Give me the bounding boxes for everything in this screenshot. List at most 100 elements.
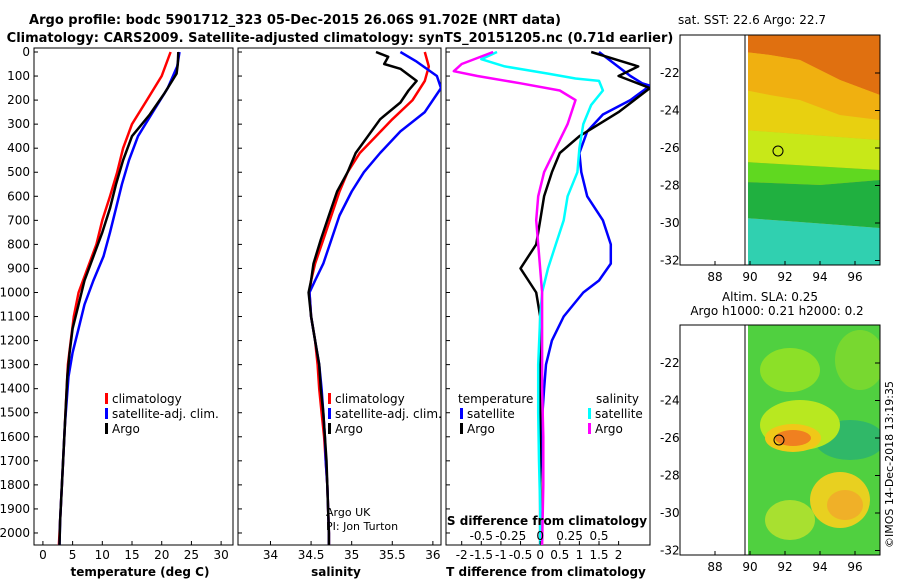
- annotation-argo-uk: Argo UK: [326, 506, 371, 519]
- depth-tick-label: 1000: [0, 285, 30, 299]
- sst-yellow-region: [748, 90, 880, 140]
- legend-label-s-satellite: satellite: [595, 407, 643, 421]
- legend-swatch-argo: [105, 423, 108, 434]
- temperature-legend: climatology satellite-adj. clim. Argo: [105, 392, 219, 436]
- salinity-legend: climatology satellite-adj. clim. Argo: [328, 392, 442, 436]
- map-lon-label: 94: [812, 270, 827, 284]
- legend-label-t-satellite: satellite: [467, 407, 515, 421]
- depth-tick-label: 100: [7, 69, 30, 83]
- x-tick-label: 25: [184, 548, 199, 562]
- depth-tick-label: 1100: [0, 310, 30, 324]
- depth-tick-label: 400: [7, 141, 30, 155]
- s-diff-tick-label: 0: [536, 529, 544, 543]
- depth-tick-label: 500: [7, 165, 30, 179]
- x-tick-label: 5: [69, 548, 77, 562]
- s-diff-tick-label: -0.5: [470, 529, 493, 543]
- depth-tick-label: 1800: [0, 478, 30, 492]
- map-lat-label: -30: [660, 506, 680, 520]
- x-tick-label: 0: [536, 548, 544, 562]
- legend-swatch-t-satellite: [460, 408, 463, 419]
- x-tick-label: 36: [425, 548, 440, 562]
- map-lat-label: -26: [660, 141, 680, 155]
- s-difference-axis: -0.5 -0.25 0 0.25 0.5: [470, 529, 609, 543]
- s-difference-axis-label: S difference from climatology: [447, 514, 647, 528]
- map-lon-label: 92: [777, 270, 792, 284]
- x-tick-label: -0.5: [509, 548, 532, 562]
- sst-lime-region: [748, 130, 880, 170]
- temperature-x-axis: 0 5 10 15 20 25 30: [39, 541, 229, 562]
- x-tick-label: 10: [95, 548, 110, 562]
- sla-light-patch: [765, 500, 815, 540]
- map-lat-label: -32: [660, 544, 680, 558]
- series-line-argo: [58, 51, 180, 545]
- x-tick-label: 0: [39, 548, 47, 562]
- map-lon-label: 88: [707, 270, 722, 284]
- depth-tick-label: 200: [7, 93, 30, 107]
- legend-title-salinity: salinity: [596, 392, 639, 406]
- depth-tick-label: 1700: [0, 454, 30, 468]
- sla-map-axes: -22 -24 -26 -28 -30 -32 88 90 92 94 96: [660, 356, 880, 574]
- sla-map: [748, 325, 880, 555]
- salinity-panel-frame: [237, 47, 442, 546]
- map-lon-label: 96: [847, 560, 862, 574]
- series-line-argo: [307, 50, 418, 545]
- map-lat-label: -22: [660, 356, 680, 370]
- sst-map-blank-frame: [679, 34, 746, 266]
- x-tick-label: 1: [576, 548, 584, 562]
- depth-tick-label: 600: [7, 189, 30, 203]
- series-line-argo-s: [452, 50, 577, 545]
- sla-peak-patch: [827, 490, 863, 520]
- legend-label-s-argo: Argo: [595, 422, 623, 436]
- legend-label-climatology: climatology: [335, 392, 405, 406]
- sst-cyan-region: [748, 218, 880, 265]
- depth-tick-label: 900: [7, 261, 30, 275]
- depth-tick-label: 1400: [0, 382, 30, 396]
- legend-swatch-t-argo: [460, 423, 463, 434]
- argo-position-marker: [772, 145, 784, 157]
- x-tick-label: -1: [495, 548, 507, 562]
- legend-swatch-s-argo: [588, 423, 591, 434]
- legend-label-argo: Argo: [112, 422, 140, 436]
- temperature-series: [57, 51, 181, 545]
- map-lat-label: -32: [660, 254, 680, 268]
- difference-legend: temperature satellite Argo salinity sate…: [458, 392, 643, 436]
- difference-panel-frame: [445, 47, 651, 546]
- t-difference-axis-label: T difference from climatology: [446, 565, 646, 579]
- depth-tick-label: 300: [7, 117, 30, 131]
- legend-swatch-climatology: [105, 393, 108, 404]
- legend-swatch-climatology: [328, 393, 331, 404]
- depth-tick-label: 1200: [0, 334, 30, 348]
- title-line-1: Argo profile: bodc 5901712_323 05-Dec-20…: [29, 13, 561, 28]
- legend-label-argo: Argo: [335, 422, 363, 436]
- x-tick-label: 35: [344, 548, 359, 562]
- depth-tick-label: 700: [7, 213, 30, 227]
- sla-light-patch: [760, 348, 820, 392]
- depth-tick-label: 800: [7, 237, 30, 251]
- argo-position-marker: [773, 434, 785, 446]
- map-lat-label: -24: [660, 104, 680, 118]
- depth-tick-label: 2000: [0, 526, 30, 540]
- sla-map-blank-frame: [679, 324, 746, 556]
- legend-label-satellite: satellite-adj. clim.: [112, 407, 219, 421]
- map-lat-label: -24: [660, 394, 680, 408]
- title-line-2: Climatology: CARS2009. Satellite-adjuste…: [7, 31, 674, 46]
- x-tick-label: 20: [154, 548, 169, 562]
- s-diff-tick-label: 0.5: [589, 529, 608, 543]
- legend-swatch-s-satellite: [588, 408, 591, 419]
- x-tick-label: 1.5: [589, 548, 608, 562]
- x-tick-label: 2: [615, 548, 623, 562]
- map-lon-label: 88: [707, 560, 722, 574]
- x-tick-label: 35.5: [379, 548, 406, 562]
- sla-map-title-1: Altim. SLA: 0.25: [722, 290, 818, 304]
- sst-orange-region: [748, 52, 880, 120]
- x-tick-label: -1.5: [470, 548, 493, 562]
- map-lon-label: 94: [812, 560, 827, 574]
- map-lon-label: 90: [742, 560, 757, 574]
- depth-tick-label: 1300: [0, 358, 30, 372]
- series-line-sat-s: [480, 50, 605, 545]
- map-lat-label: -28: [660, 179, 680, 193]
- sst-green-region: [748, 162, 880, 185]
- annotation-pi: PI: Jon Turton: [326, 520, 398, 533]
- map-lat-label: -26: [660, 431, 680, 445]
- map-lon-label: 90: [742, 270, 757, 284]
